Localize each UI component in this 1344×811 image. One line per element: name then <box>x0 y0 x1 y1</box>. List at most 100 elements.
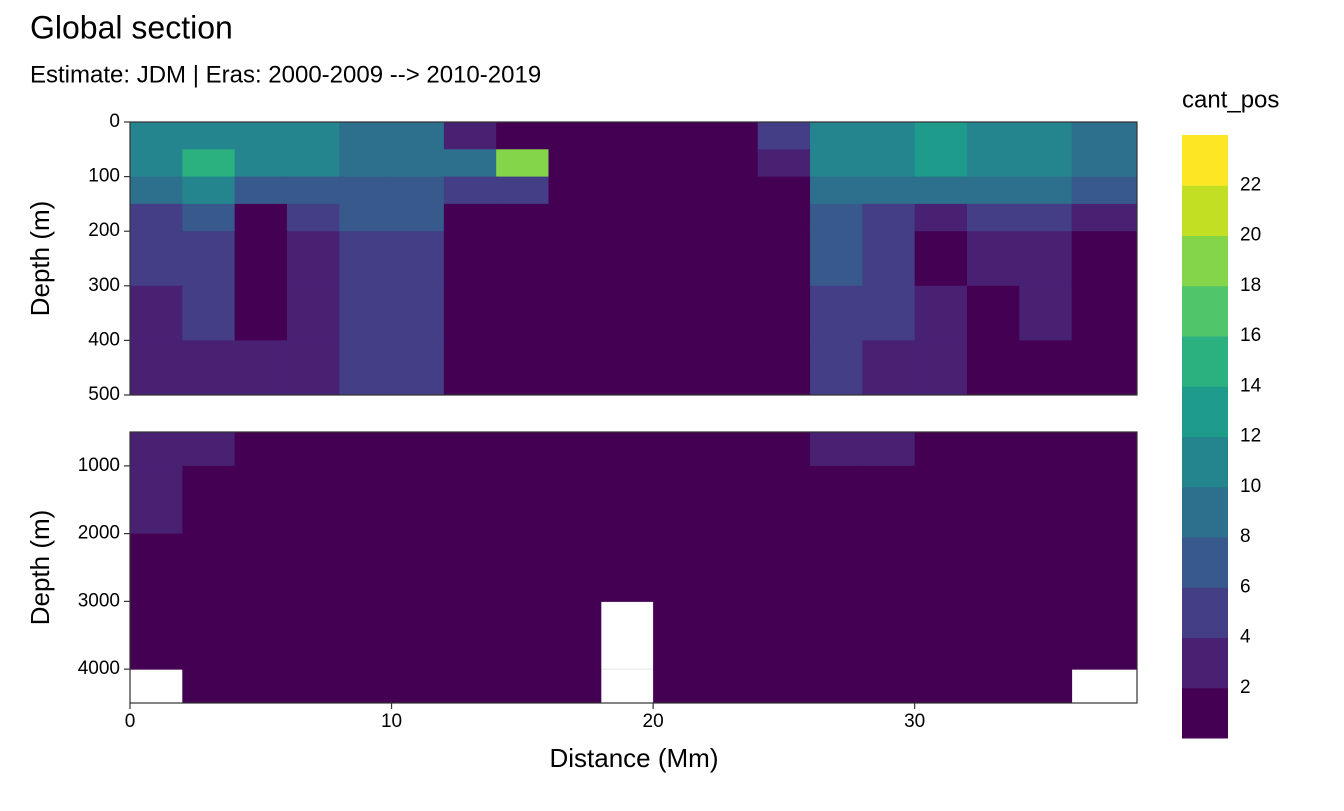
contour-cell <box>914 285 968 341</box>
contour-cell <box>862 669 916 704</box>
contour-cell <box>705 203 759 232</box>
contour-cell <box>966 122 1020 150</box>
contour-cell <box>286 203 340 232</box>
legend-swatch <box>1182 537 1228 588</box>
contour-cell <box>182 669 236 704</box>
contour-cell <box>130 465 183 535</box>
contour-cell <box>234 465 288 535</box>
contour-cell <box>391 465 445 535</box>
contour-cell <box>757 285 811 341</box>
contour-cell <box>391 340 445 396</box>
contour-cell <box>496 340 549 396</box>
contour-cell <box>286 231 340 287</box>
contour-cell <box>966 285 1020 341</box>
contour-cell <box>234 149 288 178</box>
legend-swatch <box>1182 135 1228 186</box>
legend-swatch <box>1182 386 1228 437</box>
contour-cell <box>339 122 393 150</box>
contour-cell <box>810 176 863 205</box>
contour-cell <box>234 285 288 341</box>
contour-cell <box>234 231 288 287</box>
contour-cell <box>496 465 549 535</box>
contour-cell <box>653 601 706 670</box>
contour-cell <box>339 285 393 341</box>
contour-cell <box>1019 432 1073 467</box>
contour-cell <box>286 122 340 150</box>
contour-cell <box>653 122 706 150</box>
legend-swatch <box>1182 687 1228 739</box>
contour-cell <box>1071 432 1138 467</box>
contour-cell <box>653 176 706 205</box>
contour-cell <box>810 533 863 602</box>
contour-cell <box>1019 669 1073 704</box>
contour-cell <box>234 340 288 396</box>
contour-cell <box>862 285 916 341</box>
contour-cell <box>862 231 916 287</box>
contour-cell <box>496 669 549 704</box>
contour-cell <box>810 465 863 535</box>
contour-cell <box>391 533 445 602</box>
contour-cell <box>496 432 549 467</box>
contour-cell <box>391 122 445 150</box>
contour-cell <box>862 601 916 670</box>
contour-cell <box>914 203 968 232</box>
contour-cell <box>653 432 706 467</box>
contour-cell <box>810 149 863 178</box>
contour-cell <box>234 432 288 467</box>
contour-cell <box>757 465 811 535</box>
legend-label: 6 <box>1240 576 1251 597</box>
contour-cell <box>653 231 706 287</box>
y-tick-label: 500 <box>88 384 120 405</box>
contour-cell <box>757 149 811 178</box>
contour-cell <box>443 122 497 150</box>
contour-cell <box>391 231 445 287</box>
contour-cell <box>548 432 602 467</box>
contour-cell <box>443 231 497 287</box>
contour-cell <box>600 176 654 205</box>
y-tick-label: 4000 <box>78 658 120 679</box>
contour-cell <box>548 465 602 535</box>
contour-cell <box>391 149 445 178</box>
contour-cell <box>757 601 811 670</box>
contour-cell <box>130 432 183 467</box>
legend-label: 10 <box>1240 476 1261 497</box>
contour-cell <box>757 176 811 205</box>
contour-cell <box>862 465 916 535</box>
contour-cell <box>339 601 393 670</box>
contour-cell <box>757 231 811 287</box>
contour-cell <box>182 203 236 232</box>
contour-cell <box>1071 149 1138 178</box>
contour-cell <box>705 669 759 704</box>
contour-cell <box>182 533 236 602</box>
contour-cell <box>234 203 288 232</box>
contour-cell <box>443 340 497 396</box>
contour-cell <box>1071 231 1138 287</box>
contour-cell <box>810 601 863 670</box>
contour-cell <box>600 231 654 287</box>
contour-cell <box>548 203 602 232</box>
contour-cell <box>1019 231 1073 287</box>
contour-cell <box>496 285 549 341</box>
contour-cell <box>600 203 654 232</box>
y-axis-label: Depth (m) <box>25 201 55 317</box>
contour-cell <box>339 465 393 535</box>
contour-cell <box>1071 285 1138 341</box>
contour-cell <box>286 669 340 704</box>
contour-cell <box>234 122 288 150</box>
contour-cell <box>1071 176 1138 205</box>
contour-cell <box>1019 149 1073 178</box>
y-tick-label: 3000 <box>78 590 120 611</box>
contour-cell <box>391 669 445 704</box>
contour-cell <box>653 203 706 232</box>
contour-cell <box>705 149 759 178</box>
contour-cell <box>600 465 654 535</box>
contour-cell <box>705 285 759 341</box>
contour-cell <box>914 533 968 602</box>
contour-cell <box>653 340 706 396</box>
contour-cell <box>1019 340 1073 396</box>
x-tick-label: 10 <box>381 711 402 732</box>
legend-swatch <box>1182 587 1228 638</box>
contour-cell <box>130 601 183 670</box>
contour-cell <box>862 340 916 396</box>
y-tick-label: 100 <box>88 166 120 187</box>
